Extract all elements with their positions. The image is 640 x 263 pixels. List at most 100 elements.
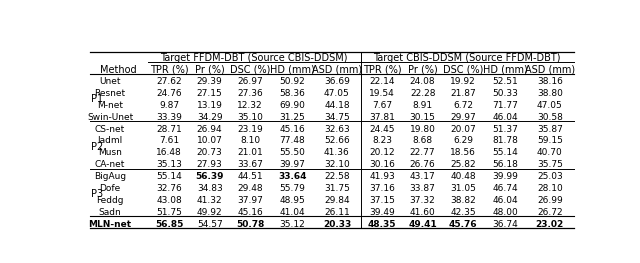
- Text: DSC (%): DSC (%): [443, 65, 483, 75]
- Text: 22.14: 22.14: [369, 77, 395, 86]
- Text: 55.79: 55.79: [280, 184, 305, 193]
- Text: 6.29: 6.29: [453, 136, 473, 145]
- Text: Resnet: Resnet: [95, 89, 125, 98]
- Text: 45.16: 45.16: [280, 125, 305, 134]
- Text: 20.07: 20.07: [450, 125, 476, 134]
- Text: Swin-Unet: Swin-Unet: [87, 113, 133, 122]
- Text: BigAug: BigAug: [94, 172, 126, 181]
- Text: 33.64: 33.64: [278, 172, 307, 181]
- Text: 48.95: 48.95: [280, 196, 305, 205]
- Text: 41.04: 41.04: [280, 208, 305, 217]
- Text: 12.32: 12.32: [237, 101, 263, 110]
- Text: 23.19: 23.19: [237, 125, 263, 134]
- Text: 13.19: 13.19: [196, 101, 223, 110]
- Text: 35.87: 35.87: [537, 125, 563, 134]
- Text: 31.05: 31.05: [450, 184, 476, 193]
- Text: 55.14: 55.14: [493, 148, 518, 157]
- Text: Target CBIS-DDSM (Source FFDM-DBT): Target CBIS-DDSM (Source FFDM-DBT): [373, 53, 561, 63]
- Text: 8.10: 8.10: [240, 136, 260, 145]
- Text: M-net: M-net: [97, 101, 123, 110]
- Text: Unet: Unet: [99, 77, 121, 86]
- Text: 43.17: 43.17: [410, 172, 435, 181]
- Text: 71.77: 71.77: [493, 101, 518, 110]
- Text: Pr (%): Pr (%): [408, 65, 438, 75]
- Text: CA-net: CA-net: [95, 160, 125, 169]
- Text: 37.32: 37.32: [410, 196, 435, 205]
- Text: 51.75: 51.75: [156, 208, 182, 217]
- Text: Method: Method: [100, 65, 137, 75]
- Text: 19.80: 19.80: [410, 125, 436, 134]
- Text: 21.87: 21.87: [450, 89, 476, 98]
- Text: 49.41: 49.41: [408, 220, 437, 229]
- Text: 46.04: 46.04: [493, 196, 518, 205]
- Text: 56.18: 56.18: [493, 160, 518, 169]
- Text: 43.08: 43.08: [156, 196, 182, 205]
- Text: 49.92: 49.92: [197, 208, 223, 217]
- Text: 40.70: 40.70: [537, 148, 563, 157]
- Text: 59.15: 59.15: [537, 136, 563, 145]
- Text: 41.32: 41.32: [197, 196, 223, 205]
- Text: Sadn: Sadn: [99, 208, 122, 217]
- Text: 41.93: 41.93: [369, 172, 395, 181]
- Text: 38.80: 38.80: [537, 89, 563, 98]
- Text: 54.57: 54.57: [196, 220, 223, 229]
- Text: 46.74: 46.74: [493, 184, 518, 193]
- Text: TPR (%): TPR (%): [150, 65, 189, 75]
- Text: 21.01: 21.01: [237, 148, 263, 157]
- Text: 23.02: 23.02: [536, 220, 564, 229]
- Text: P1: P1: [91, 94, 103, 104]
- Text: 37.81: 37.81: [369, 113, 395, 122]
- Text: 42.35: 42.35: [450, 208, 476, 217]
- Text: Dofe: Dofe: [99, 184, 121, 193]
- Text: 27.36: 27.36: [237, 89, 263, 98]
- Text: 52.51: 52.51: [493, 77, 518, 86]
- Text: 24.45: 24.45: [369, 125, 395, 134]
- Text: 45.16: 45.16: [237, 208, 263, 217]
- Text: 37.15: 37.15: [369, 196, 395, 205]
- Text: 20.33: 20.33: [323, 220, 351, 229]
- Text: 6.72: 6.72: [453, 101, 473, 110]
- Text: 33.39: 33.39: [156, 113, 182, 122]
- Text: 37.16: 37.16: [369, 184, 395, 193]
- Text: 56.39: 56.39: [195, 172, 224, 181]
- Text: Target FFDM-DBT (Source CBIS-DDSM): Target FFDM-DBT (Source CBIS-DDSM): [161, 53, 348, 63]
- Text: 8.68: 8.68: [413, 136, 433, 145]
- Text: 18.56: 18.56: [450, 148, 476, 157]
- Text: Musn: Musn: [98, 148, 122, 157]
- Text: 22.77: 22.77: [410, 148, 435, 157]
- Text: 24.08: 24.08: [410, 77, 435, 86]
- Text: 35.13: 35.13: [156, 160, 182, 169]
- Text: 28.71: 28.71: [156, 125, 182, 134]
- Text: 29.39: 29.39: [196, 77, 223, 86]
- Text: 55.14: 55.14: [156, 172, 182, 181]
- Text: 33.67: 33.67: [237, 160, 263, 169]
- Text: 30.15: 30.15: [410, 113, 436, 122]
- Text: 8.91: 8.91: [413, 101, 433, 110]
- Text: 35.10: 35.10: [237, 113, 263, 122]
- Text: 41.60: 41.60: [410, 208, 435, 217]
- Text: 44.18: 44.18: [324, 101, 349, 110]
- Text: 31.75: 31.75: [324, 184, 350, 193]
- Text: 37.97: 37.97: [237, 196, 263, 205]
- Text: 27.62: 27.62: [156, 77, 182, 86]
- Text: Iadml: Iadml: [97, 136, 123, 145]
- Text: 50.78: 50.78: [236, 220, 264, 229]
- Text: 22.28: 22.28: [410, 89, 435, 98]
- Text: 28.10: 28.10: [537, 184, 563, 193]
- Text: Pr (%): Pr (%): [195, 65, 225, 75]
- Text: 55.50: 55.50: [280, 148, 305, 157]
- Text: 35.75: 35.75: [537, 160, 563, 169]
- Text: 35.12: 35.12: [280, 220, 305, 229]
- Text: 27.15: 27.15: [196, 89, 223, 98]
- Text: 47.05: 47.05: [324, 89, 350, 98]
- Text: 50.33: 50.33: [493, 89, 518, 98]
- Text: 26.76: 26.76: [410, 160, 435, 169]
- Text: CS-net: CS-net: [95, 125, 125, 134]
- Text: 9.87: 9.87: [159, 101, 179, 110]
- Text: 30.58: 30.58: [537, 113, 563, 122]
- Text: 25.03: 25.03: [537, 172, 563, 181]
- Text: 47.05: 47.05: [537, 101, 563, 110]
- Text: 19.92: 19.92: [450, 77, 476, 86]
- Text: 29.84: 29.84: [324, 196, 349, 205]
- Text: 32.10: 32.10: [324, 160, 350, 169]
